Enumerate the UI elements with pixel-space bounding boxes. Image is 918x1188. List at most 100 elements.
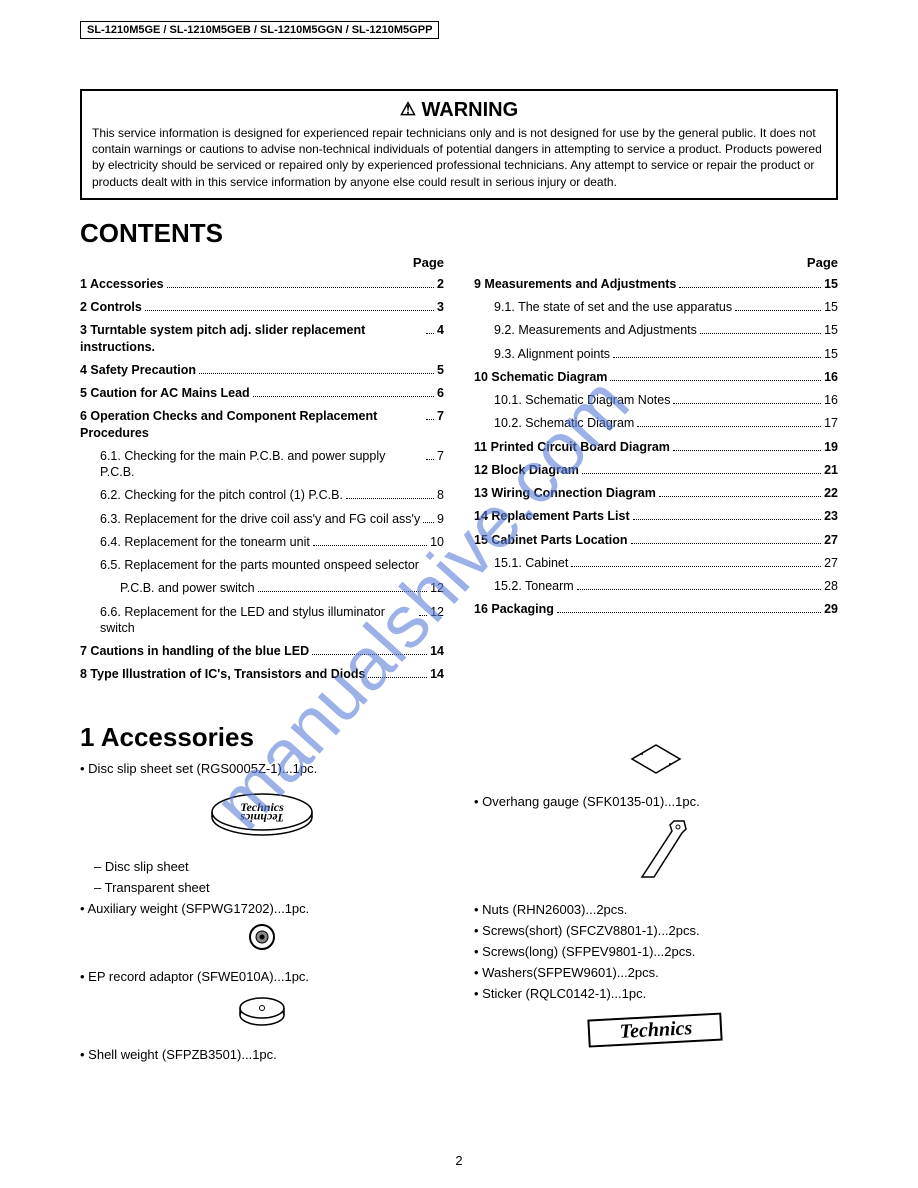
toc-row: 6.4. Replacement for the tonearm unit10	[80, 534, 444, 550]
toc-page: 15	[824, 276, 838, 292]
acc-screws-short: Screws(short) (SFCZV8801-1)...2pcs.	[474, 923, 838, 938]
toc-dots	[735, 310, 821, 311]
toc-row: 6.2. Checking for the pitch control (1) …	[80, 487, 444, 503]
toc-label: 6.5. Replacement for the parts mounted o…	[100, 557, 419, 573]
toc-label: 7 Cautions in handling of the blue LED	[80, 643, 309, 659]
toc-label: 6 Operation Checks and Component Replace…	[80, 408, 423, 441]
toc-row: 16 Packaging 29	[474, 601, 838, 617]
toc-page: 16	[824, 369, 838, 385]
toc-row: 15 Cabinet Parts Location 27	[474, 532, 838, 548]
toc-label: 9.3. Alignment points	[494, 346, 610, 362]
toc-row: 9 Measurements and Adjustments15	[474, 276, 838, 292]
toc-label: 3 Turntable system pitch adj. slider rep…	[80, 322, 423, 355]
toc-row: 6 Operation Checks and Component Replace…	[80, 408, 444, 441]
toc-row: P.C.B. and power switch 12	[80, 580, 444, 596]
toc-page: 8	[437, 487, 444, 503]
toc-page: 2	[437, 276, 444, 292]
toc-dots	[557, 612, 821, 613]
toc-row: 15.2. Tonearm28	[474, 578, 838, 594]
toc-dots	[659, 496, 821, 497]
toc-row: 14 Replacement Parts List23	[474, 508, 838, 524]
technics-mat-illustration: Technics Technics	[80, 782, 444, 845]
warning-icon: ⚠	[400, 99, 416, 119]
acc-nuts: Nuts (RHN26003)...2pcs.	[474, 902, 838, 917]
toc-dots	[312, 654, 427, 655]
toc-dots	[700, 333, 821, 334]
technics-sticker-illustration: Technics	[474, 1007, 838, 1052]
toc-page: 12	[430, 580, 444, 596]
toc-label: 8 Type Illustration of IC's, Transistors…	[80, 666, 365, 682]
page-header-left: Page	[80, 255, 444, 270]
toc-label: 16 Packaging	[474, 601, 554, 617]
warning-title-text: WARNING	[422, 99, 519, 121]
toc-label: 6.2. Checking for the pitch control (1) …	[100, 487, 343, 503]
toc-label: 15 Cabinet Parts Location	[474, 532, 628, 548]
toc-dots	[426, 419, 434, 420]
toc-row: 11 Printed Circuit Board Diagram19	[474, 439, 838, 455]
toc-page: 4	[437, 322, 444, 338]
svg-text:Technics: Technics	[240, 811, 284, 825]
toc-page: 22	[824, 485, 838, 501]
toc-label: 1 Accessories	[80, 276, 164, 292]
toc-page: 16	[824, 392, 838, 408]
toc-row: 2 Controls3	[80, 299, 444, 315]
toc-row: 9.3. Alignment points15	[474, 346, 838, 362]
acc-disc-slip-sheet: Disc slip sheet	[80, 859, 444, 874]
toc-dots	[199, 373, 434, 374]
toc-dots	[253, 396, 434, 397]
acc-shell-weight: Shell weight (SFPZB3501)...1pc.	[80, 1047, 444, 1062]
warning-title: ⚠ WARNING	[92, 99, 826, 122]
toc-dots	[426, 333, 434, 334]
toc-page: 7	[437, 448, 444, 464]
accessories: Disc slip sheet set (RGS0005Z-1)...1pc. …	[80, 761, 838, 1068]
toc-dots	[637, 426, 821, 427]
toc-row: 9.1. The state of set and the use appara…	[474, 299, 838, 315]
toc-row: 13 Wiring Connection Diagram 22	[474, 485, 838, 501]
toc-label: 2 Controls	[80, 299, 142, 315]
toc-dots	[258, 591, 428, 592]
toc-page: 14	[430, 643, 444, 659]
toc-page: 14	[430, 666, 444, 682]
toc-row: 3 Turntable system pitch adj. slider rep…	[80, 322, 444, 355]
toc-label: P.C.B. and power switch	[120, 580, 255, 596]
toc-row: 8 Type Illustration of IC's, Transistors…	[80, 666, 444, 682]
toc-dots	[423, 522, 434, 523]
toc-dots	[679, 287, 821, 288]
warning-box: ⚠ WARNING This service information is de…	[80, 89, 838, 200]
acc-washers: Washers(SFPEW9601)...2pcs.	[474, 965, 838, 980]
toc-dots	[633, 519, 821, 520]
toc-row: 6.5. Replacement for the parts mounted o…	[80, 557, 444, 573]
toc-row: 4 Safety Precaution 5	[80, 362, 444, 378]
toc-label: 10 Schematic Diagram	[474, 369, 607, 385]
toc-label: 15.1. Cabinet	[494, 555, 568, 571]
toc-left-col: Page 1 Accessories 2 2 Controls3 3 Turntabl…	[80, 255, 444, 690]
toc-label: 6.3. Replacement for the drive coil ass'…	[100, 511, 420, 527]
toc-label: 13 Wiring Connection Diagram	[474, 485, 656, 501]
toc-page: 6	[437, 385, 444, 401]
toc-dots	[346, 498, 434, 499]
toc-page: 27	[824, 532, 838, 548]
toc-page: 9	[437, 511, 444, 527]
toc-page: 5	[437, 362, 444, 378]
toc-label: 9.2. Measurements and Adjustments	[494, 322, 697, 338]
toc-row: 10.1. Schematic Diagram Notes16	[474, 392, 838, 408]
toc-label: 4 Safety Precaution	[80, 362, 196, 378]
toc-page: 21	[824, 462, 838, 478]
toc-page: 17	[824, 415, 838, 431]
toc-page: 29	[824, 601, 838, 617]
toc-dots	[631, 543, 822, 544]
toc-page: 15	[824, 322, 838, 338]
toc-label: 6.6. Replacement for the LED and stylus …	[100, 604, 416, 637]
svg-text:Technics: Technics	[619, 1017, 693, 1043]
toc: Page 1 Accessories 2 2 Controls3 3 Turntabl…	[80, 255, 838, 690]
toc-dots	[368, 677, 427, 678]
toc-row: 6.6. Replacement for the LED and stylus …	[80, 604, 444, 637]
aux-weight-illustration	[80, 922, 444, 955]
accessories-left: Disc slip sheet set (RGS0005Z-1)...1pc. …	[80, 761, 444, 1068]
toc-row: 10.2. Schematic Diagram17	[474, 415, 838, 431]
toc-row: 1 Accessories 2	[80, 276, 444, 292]
accessories-right: Overhang gauge (SFK0135-01)...1pc. Nuts …	[474, 761, 838, 1068]
toc-right-col: Page 9 Measurements and Adjustments159.1…	[474, 255, 838, 690]
toc-dots	[582, 473, 821, 474]
toc-label: 6.4. Replacement for the tonearm unit	[100, 534, 310, 550]
